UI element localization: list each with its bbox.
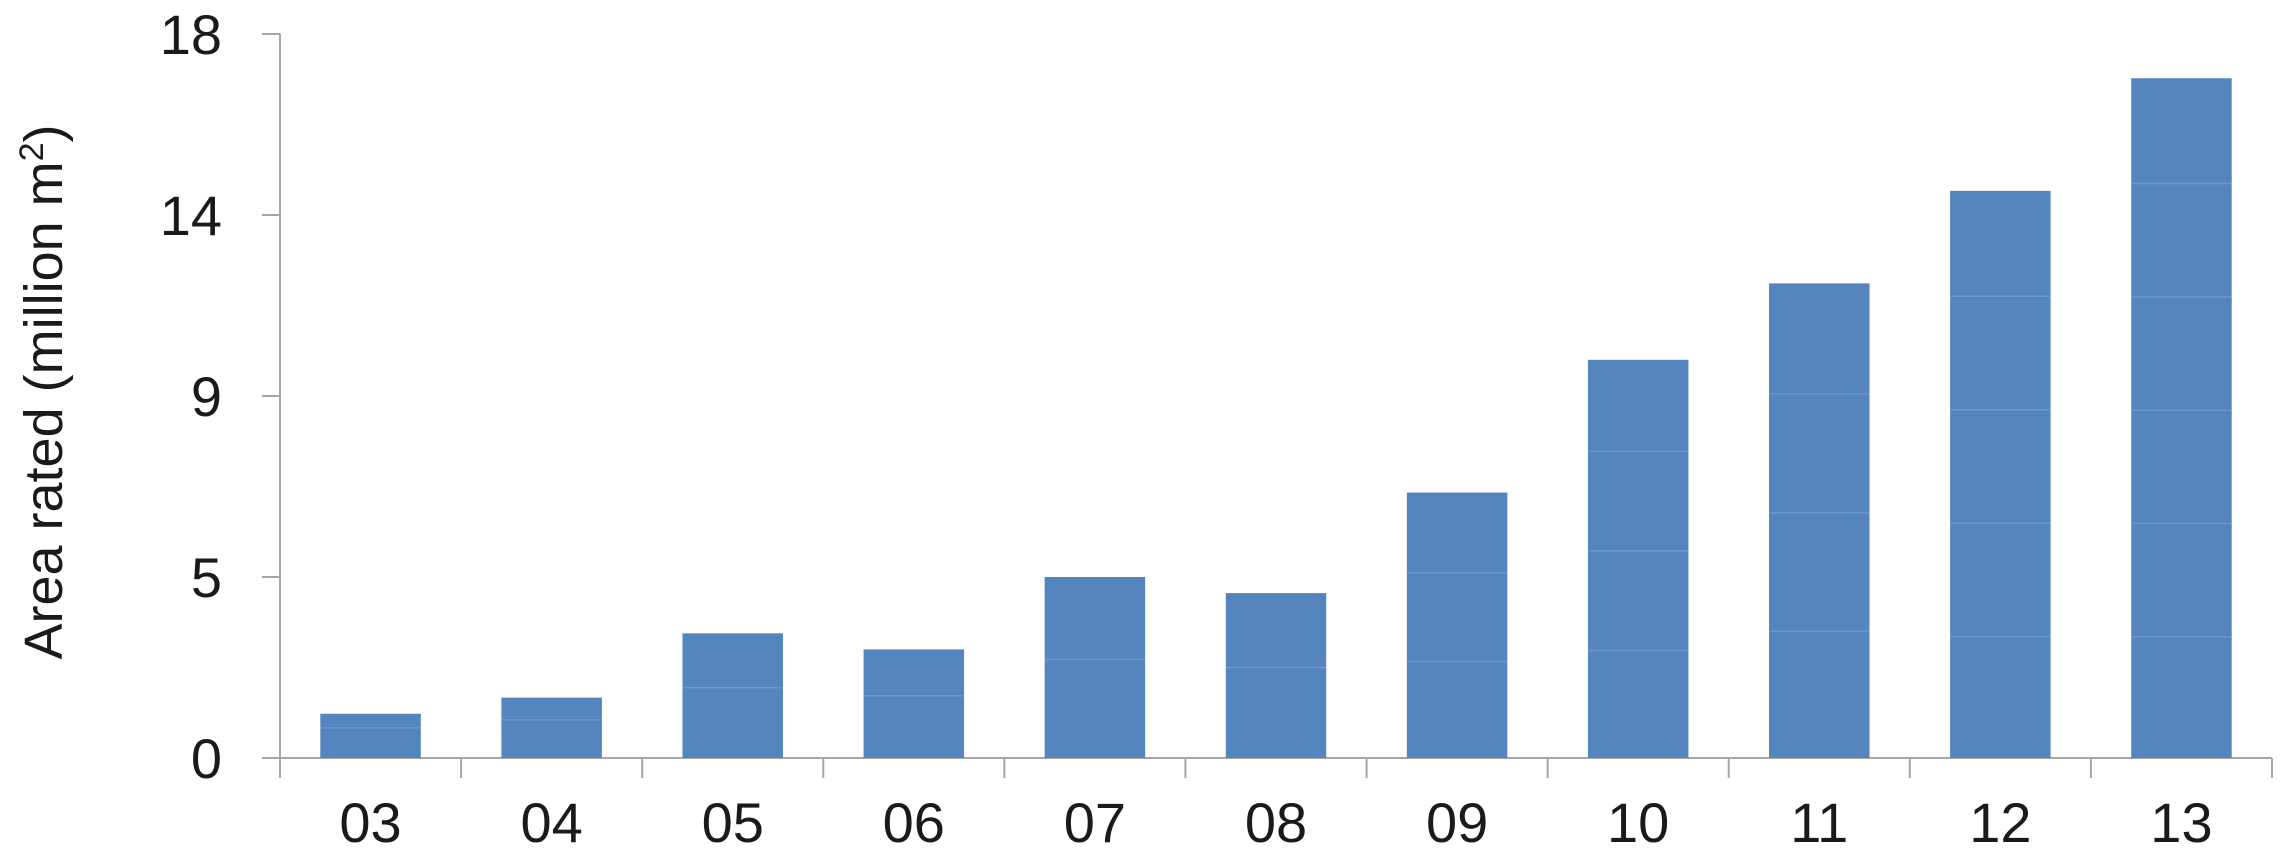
- x-tick-label: 13: [2150, 791, 2212, 854]
- x-tick-label: 05: [702, 791, 764, 854]
- bars: [320, 78, 2232, 758]
- x-tick-label: 09: [1426, 791, 1488, 854]
- y-axis-title-close: ): [14, 124, 74, 142]
- bar-12: [1950, 190, 2051, 758]
- bar-13: [2131, 78, 2232, 758]
- y-axis-title: Area rated (million m2): [13, 124, 74, 659]
- bar-06: [863, 649, 965, 758]
- svg-text:Area rated (million m2): Area rated (million m2): [13, 124, 74, 659]
- x-tick-label: 03: [339, 791, 401, 854]
- x-tick-label: 06: [883, 791, 945, 854]
- y-axis-title-text: Area rated (million m: [14, 161, 74, 659]
- x-tick-label: 08: [1245, 791, 1307, 854]
- bar-03: [320, 713, 421, 758]
- bar-05: [682, 633, 783, 758]
- bar-11: [1769, 283, 1870, 758]
- x-tick-label: 04: [520, 791, 582, 854]
- y-tick-label: 18: [160, 3, 222, 66]
- y-tick-label: 9: [191, 365, 222, 428]
- x-tick-label: 12: [1969, 791, 2031, 854]
- y-axis-title-superscript: 2: [13, 142, 51, 161]
- y-tick-label: 14: [160, 184, 222, 247]
- y-tick-label: 5: [191, 546, 222, 609]
- bar-10: [1587, 359, 1689, 758]
- x-tick-label: 10: [1607, 791, 1669, 854]
- bar-08: [1225, 593, 1327, 758]
- y-tick-label: 0: [191, 727, 222, 790]
- x-tick-label: 11: [1790, 791, 1848, 854]
- bar-07: [1044, 577, 1146, 758]
- bar-04: [501, 697, 602, 758]
- bar-09: [1406, 492, 1508, 758]
- x-tick-label: 07: [1064, 791, 1126, 854]
